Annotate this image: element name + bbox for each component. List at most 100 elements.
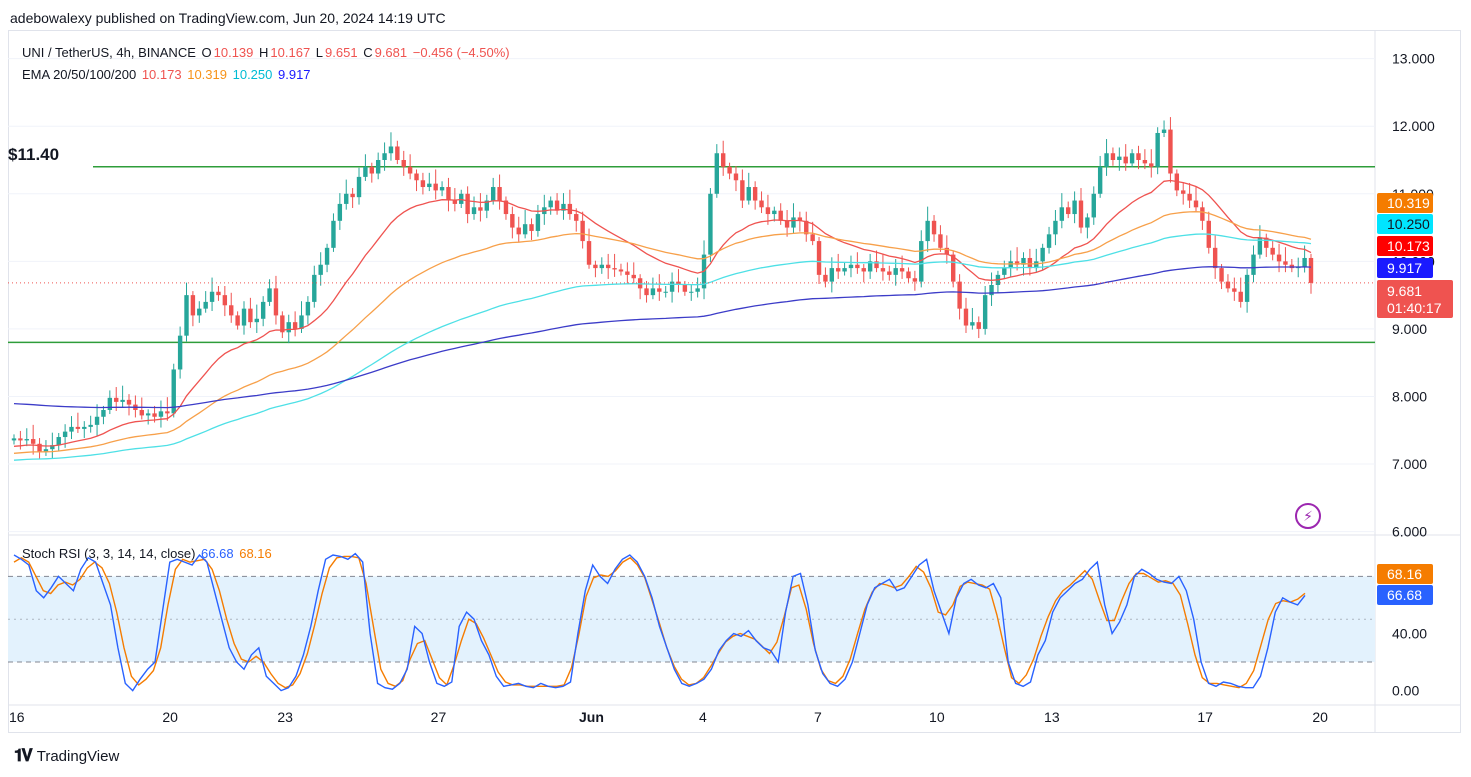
candle-body [1117, 156, 1122, 160]
time-tick-label: 20 [1312, 709, 1328, 725]
candle-body [1072, 200, 1077, 215]
candle-body [114, 397, 119, 402]
candle-body [804, 220, 809, 235]
candle-body [1002, 268, 1007, 275]
candle-body [919, 241, 924, 282]
candle-body [254, 318, 259, 323]
time-tick-label: 13 [1044, 709, 1060, 725]
candle-body [203, 301, 208, 309]
candle-body [292, 322, 298, 329]
open-value: 10.139 [213, 45, 254, 60]
time-tick-label: 20 [162, 709, 178, 725]
candle-body [177, 335, 183, 370]
candle-body [510, 214, 515, 228]
candle-body [644, 288, 649, 296]
price-legend: UNI / TetherUS, 4h, BINANCE O 10.139 H 10.… [22, 45, 512, 60]
candle-body [350, 193, 355, 198]
candle-body [893, 268, 898, 275]
candle-body [82, 426, 87, 429]
candle-body [158, 411, 164, 417]
rsi-d-value: 68.16 [239, 546, 272, 561]
candle-body [24, 439, 29, 441]
candle-body [810, 234, 815, 242]
candle-body [733, 173, 739, 181]
ema-legend: EMA 20/50/100/200 10.173 10.319 10.250 9… [22, 67, 313, 82]
price-axis-badge [1377, 193, 1433, 213]
candle-body [1238, 291, 1243, 302]
candle-body [62, 431, 68, 438]
candle-body [184, 295, 189, 336]
price-tick-label: 12.000 [1392, 118, 1435, 134]
high-label: H [259, 45, 269, 60]
candle-body [1270, 247, 1275, 255]
candle-body [867, 261, 873, 272]
candle-body [1257, 237, 1263, 255]
candle-body [887, 271, 892, 275]
ema50-value: 10.319 [187, 67, 227, 82]
tradingview-logo[interactable]: 𝟏𝐕 TradingView [14, 746, 119, 766]
candle-body [1110, 153, 1116, 160]
candle-body [248, 308, 253, 323]
candle-body [778, 210, 783, 221]
candle-body [331, 220, 336, 248]
candle-body [618, 269, 624, 272]
candle-body [708, 193, 713, 255]
close-label: C [363, 45, 373, 60]
ema50-line [13, 211, 1312, 454]
candle-body [957, 281, 962, 309]
time-tick-label: 7 [814, 709, 822, 725]
candle-body [1136, 153, 1141, 160]
candle-body [938, 234, 943, 248]
candle-body [829, 268, 835, 282]
candle-body [1104, 153, 1109, 167]
candle-body [478, 207, 483, 211]
candle-body [75, 426, 81, 429]
candle-body [740, 180, 745, 201]
candle-body [1034, 261, 1039, 269]
candle-body [363, 166, 368, 177]
candle-body [139, 410, 144, 416]
candle-body [982, 295, 988, 329]
candle-body [689, 291, 694, 293]
candle-body [369, 166, 374, 174]
candle-body [260, 301, 266, 319]
candle-body [752, 187, 758, 201]
candle-body [1225, 281, 1231, 289]
candle-body [765, 207, 771, 215]
time-tick-label: 27 [431, 709, 447, 725]
high-value: 10.167 [270, 45, 311, 60]
candle-body [1244, 274, 1250, 302]
rsi-legend: Stoch RSI (3, 3, 14, 14, close) 66.68 68… [22, 546, 274, 561]
level-label-value: 11.40 [17, 145, 60, 164]
candle-body [714, 153, 720, 194]
candle-body [344, 193, 349, 204]
candle-body [580, 220, 585, 242]
candle-body [650, 288, 656, 296]
candle-body [101, 410, 106, 417]
rsi-label: Stoch RSI (3, 3, 14, 14, close) [22, 546, 196, 561]
candle-body [746, 187, 751, 201]
candle-body [586, 241, 592, 265]
candle-body [599, 264, 605, 269]
time-tick-label: 23 [277, 709, 293, 725]
rsi-k-value: 66.68 [201, 546, 234, 561]
ema200-value: 9.917 [278, 67, 311, 82]
price-axis-badge [1377, 214, 1433, 234]
candle-body [439, 187, 445, 191]
candle-body [50, 445, 55, 450]
chart-frame [8, 30, 1461, 733]
candle-body [1053, 220, 1058, 235]
lightning-icon[interactable]: ⚡ [1295, 503, 1321, 529]
candle-body [324, 247, 330, 265]
price-tick-label: 13.000 [1392, 51, 1435, 67]
price-axis-badge [1377, 236, 1433, 256]
ema100-line [13, 233, 1312, 461]
candle-body [1187, 193, 1192, 201]
rsi-tick-label: 40.00 [1392, 625, 1427, 641]
ema20-value: 10.173 [141, 67, 182, 82]
rsi-k-badge [1377, 585, 1433, 605]
candle-body [337, 203, 343, 221]
candle-body [88, 424, 93, 427]
candle-body [382, 153, 387, 160]
